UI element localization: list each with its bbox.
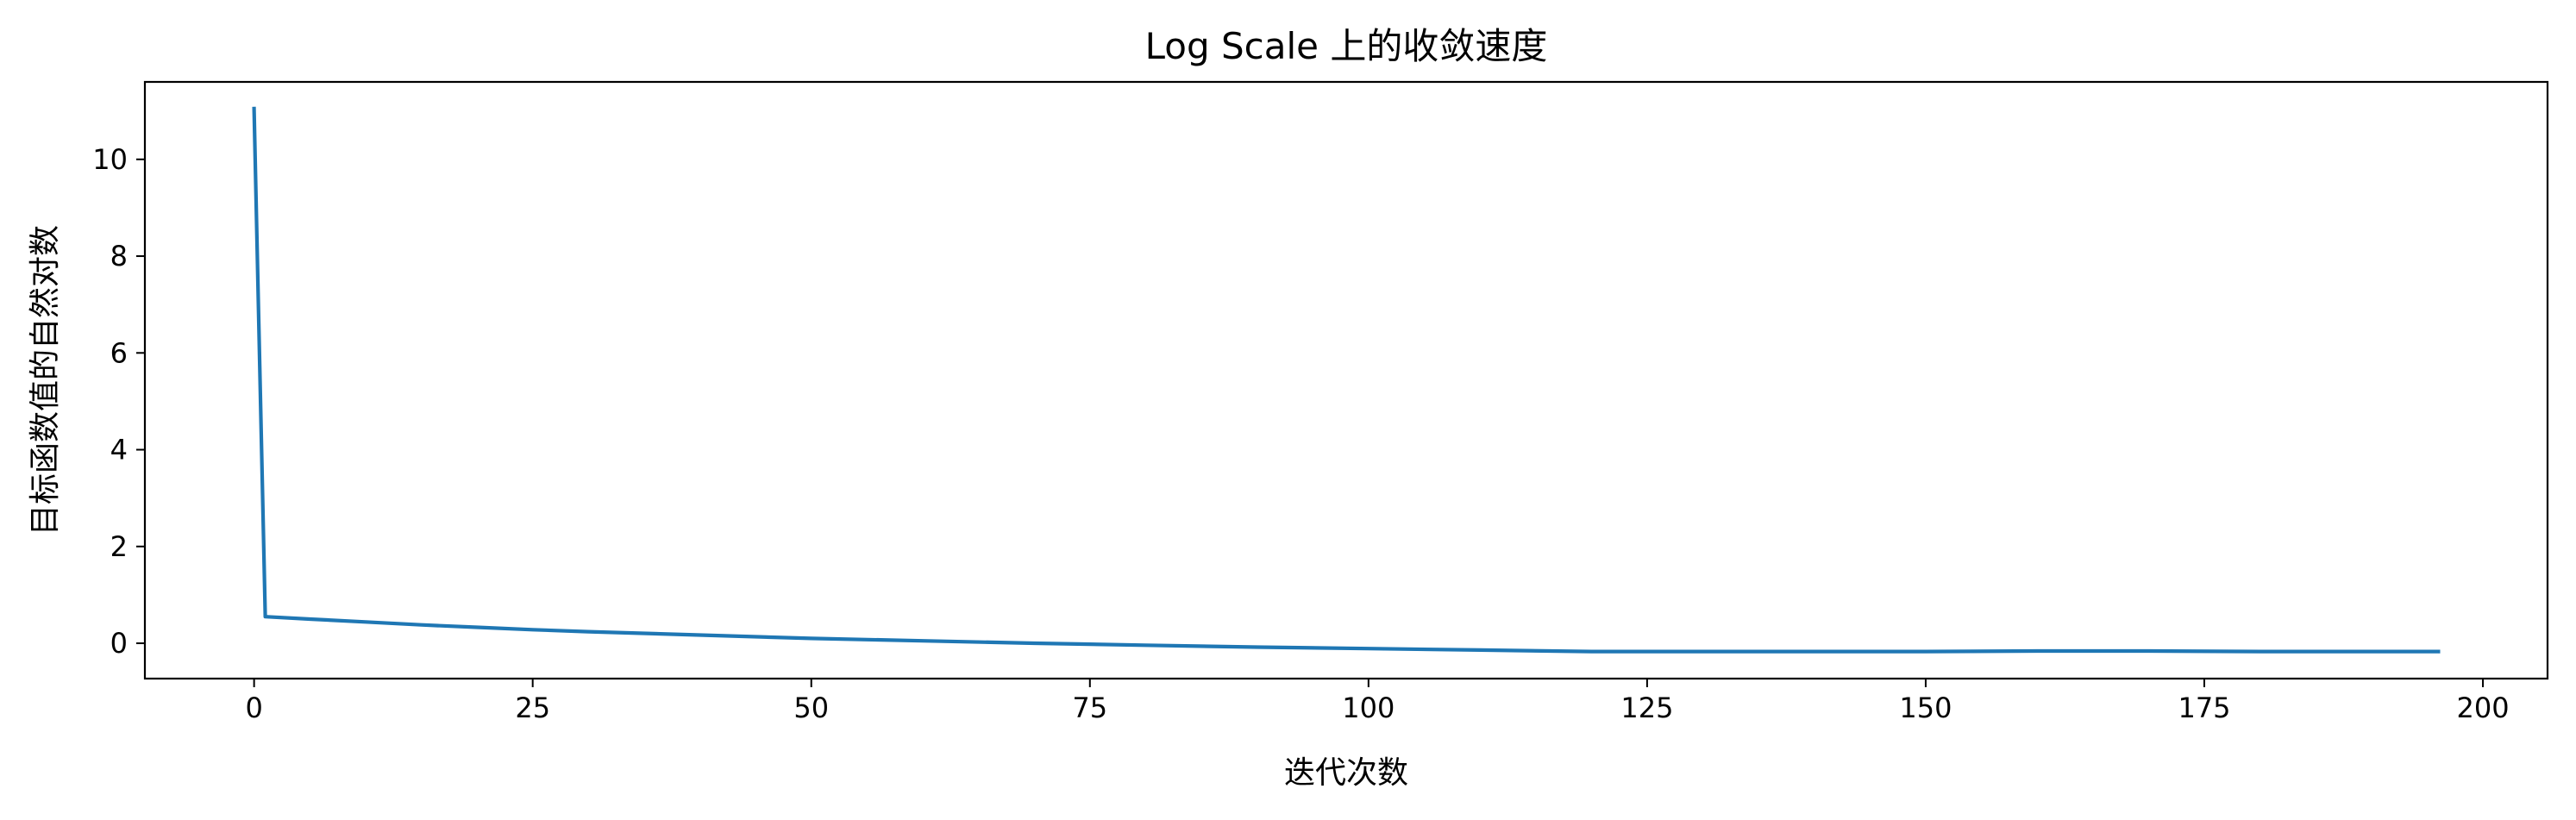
- plot-area: [143, 80, 2549, 680]
- x-tick-label: 50: [793, 692, 829, 724]
- y-axis-ticks: 0 2 4 6 8 10: [92, 143, 145, 660]
- series-line: [252, 106, 2441, 654]
- series-layer: [252, 106, 2441, 654]
- x-tick-label: 75: [1072, 692, 1107, 724]
- x-tick-label: 150: [1899, 692, 1952, 724]
- y-axis-label: 目标函数值的自然对数: [28, 225, 63, 535]
- y-tick-label: 8: [110, 240, 128, 272]
- x-tick-label: 125: [1620, 692, 1673, 724]
- chart-title: Log Scale 上的收敛速度: [1145, 25, 1548, 67]
- y-tick-label: 2: [110, 530, 128, 563]
- y-tick-label: 6: [110, 336, 128, 369]
- y-tick-label: 10: [92, 143, 128, 176]
- x-axis-ticks: 0 25 50 75 100 125 150 175 200: [245, 679, 2510, 724]
- y-tick-label: 4: [110, 434, 128, 466]
- x-axis-label: 迭代次数: [1284, 755, 1408, 791]
- x-tick-label: 0: [245, 692, 262, 724]
- x-tick-label: 25: [515, 692, 550, 724]
- y-tick-label: 0: [110, 627, 128, 660]
- x-tick-label: 200: [2457, 692, 2510, 724]
- x-tick-label: 175: [2178, 692, 2230, 724]
- x-tick-label: 100: [1342, 692, 1395, 724]
